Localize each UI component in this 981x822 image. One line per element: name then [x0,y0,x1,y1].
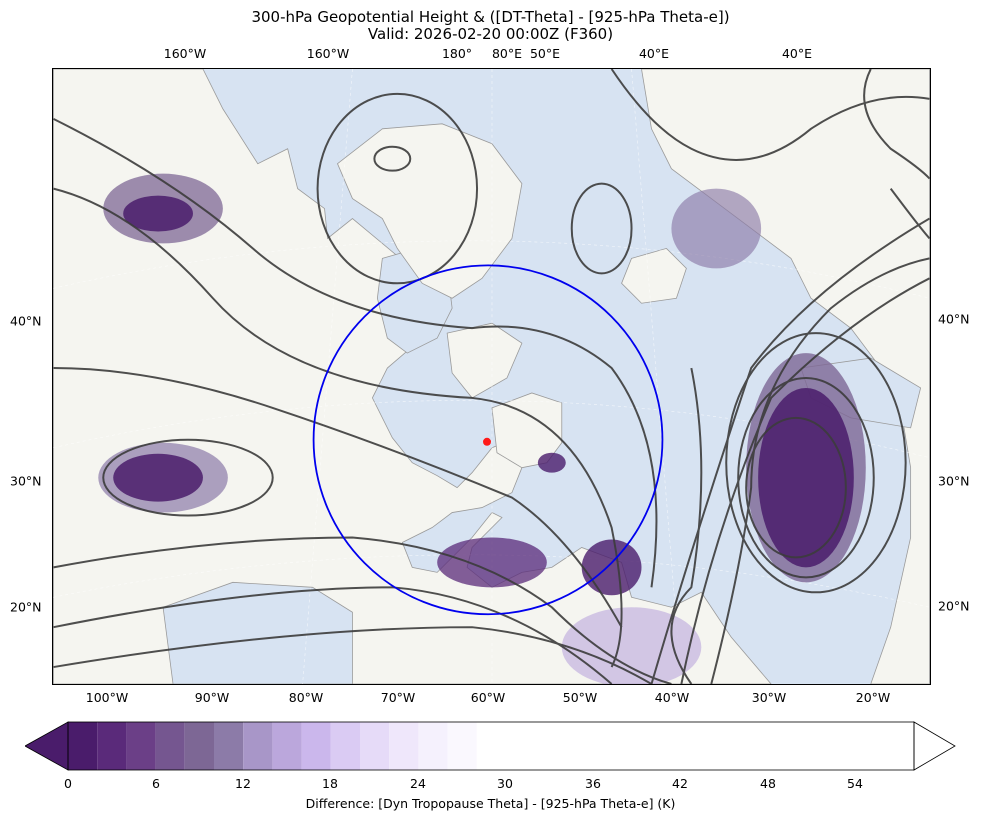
left-lat-label: 20°N [10,599,42,615]
colorbar-tick-label: 6 [152,776,160,791]
top-lon-label: 40°E [781,46,813,61]
colorbar-tick-label: 0 [64,776,72,791]
top-lon-label: 180° [441,46,473,61]
center-point-marker [483,437,492,446]
left-lat-label: 40°N [10,313,42,329]
colorbar-tick-label: 48 [760,776,776,791]
colorbar-swatch [301,722,331,770]
colorbar-swatch [184,722,214,770]
bottom-lon-label: 70°W [380,690,416,705]
colorbar-swatch [330,722,360,770]
colorbar-swatch [389,722,419,770]
colorbar-frame [67,721,915,771]
colorbar-extend-high [913,721,956,771]
right-lat-label: 30°N [938,473,970,489]
bottom-lon-label: 40°W [654,690,690,705]
bottom-lon-label: 90°W [194,690,230,705]
graticule-line [53,240,930,299]
colorbar-swatch [68,722,98,770]
colorbar-swatch [360,722,390,770]
top-lon-label: 80°E [491,46,523,61]
top-lon-label: 40°E [638,46,670,61]
bottom-lon-label: 20°W [855,690,891,705]
colorbar-swatch [418,722,448,770]
shading-blob [758,387,854,568]
height-contour [710,257,930,684]
shading-blob [113,453,203,502]
iceland-land [621,247,687,304]
colorbar-swatch [243,722,273,770]
colorbar-swatch [272,722,302,770]
shading-blob [561,607,702,684]
colorbar-tick-label: 18 [322,776,338,791]
land-masses [53,69,930,684]
height-contour [53,117,658,588]
colorbar-tick-label: 42 [672,776,688,791]
colorbar-tick-label: 54 [847,776,863,791]
bottom-lon-label: 50°W [562,690,598,705]
right-lat-label: 20°N [938,598,970,614]
height-contour [725,332,907,594]
graticule-line [53,554,930,608]
bottom-lon-label: 30°W [751,690,787,705]
colorbar-swatch [214,722,244,770]
colorbar-tick-label: 24 [410,776,426,791]
height-contour [53,586,613,684]
right-lat-label: 40°N [938,311,970,327]
top-lon-label: 160°W [163,46,207,61]
graticule-line [631,69,682,684]
chart-title: 300-hPa Geopotential Height & ([DT-Theta… [251,8,730,26]
height-contour [610,69,930,161]
height-contour [570,182,633,275]
map-panel [52,68,931,685]
gulf-of-mexico [162,581,353,684]
height-contour [650,217,930,684]
height-contour [53,536,672,684]
colorbar-swatch [476,722,914,770]
colorbar-swatch [447,722,477,770]
bottom-lon-label: 100°W [85,690,129,705]
colorbar-tick-label: 12 [235,776,251,791]
height-contour [102,438,274,517]
shading-blob [581,539,642,596]
chart-subtitle: Valid: 2026-02-20 00:00Z (F360) [367,25,614,43]
colorbar [25,721,956,771]
colorbar-tick-label: 30 [497,776,513,791]
height-contour [53,187,623,668]
bottom-lon-label: 80°W [288,690,324,705]
height-contour [889,188,930,240]
colorbar-label: Difference: [Dyn Tropopause Theta] - [92… [305,796,676,811]
shading-blob [123,195,193,232]
shading-blob [537,452,566,473]
baffin-island-land [446,322,523,399]
colorbar-swatch [126,722,156,770]
height-contour [737,376,875,579]
shading-blob [437,537,547,588]
height-contour [373,145,412,172]
labrador-land [491,392,563,469]
colorbar-swatches [68,722,914,770]
colorbar-tick-label: 36 [585,776,601,791]
height-contour [863,69,930,180]
top-lon-label: 50°E [529,46,561,61]
height-contour [680,277,930,684]
colorbar-swatch [155,722,185,770]
height-contour [316,92,479,285]
shading-blob [671,188,762,269]
graticule-line [302,69,353,684]
bottom-lon-label: 60°W [470,690,506,705]
left-lat-label: 30°N [10,473,42,489]
height-contour [53,367,623,628]
theta-difference-shading [98,173,866,684]
height-contour [53,626,652,684]
height-contours [53,69,930,684]
colorbar-extend-low [25,721,69,771]
height-contour [745,416,847,559]
height-contour [670,367,703,684]
target-circle [312,264,664,616]
top-lon-label: 160°W [306,46,350,61]
colorbar-swatch [97,722,127,770]
